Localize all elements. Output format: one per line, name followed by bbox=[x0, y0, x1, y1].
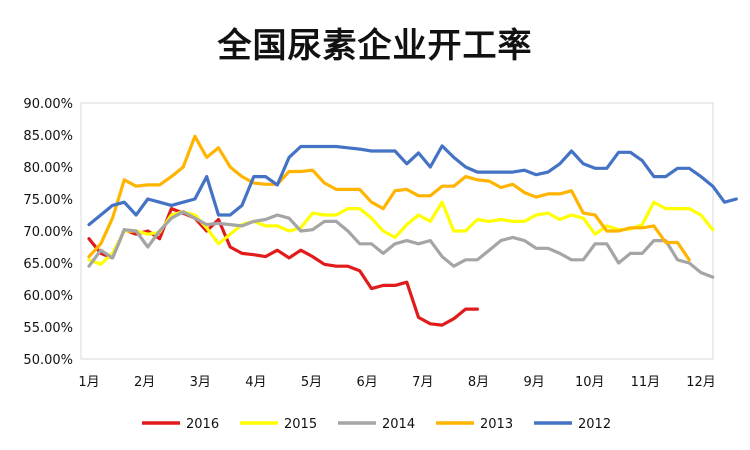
legend-label: 2013 bbox=[480, 417, 513, 432]
x-tick-label: 8月 bbox=[468, 375, 489, 390]
y-tick-label: 90.00% bbox=[23, 97, 73, 112]
x-tick-label: 10月 bbox=[575, 375, 605, 390]
legend-label: 2016 bbox=[186, 417, 219, 432]
x-tick-label: 6月 bbox=[357, 375, 378, 390]
legend-label: 2012 bbox=[578, 417, 611, 432]
y-tick-label: 55.00% bbox=[23, 321, 73, 336]
series-line-2012 bbox=[87, 144, 738, 227]
legend: 2016 2015 2014 2013 2012 bbox=[142, 417, 611, 432]
y-tick-label: 80.00% bbox=[23, 161, 73, 176]
series-lines bbox=[87, 134, 738, 327]
y-tick-label: 70.00% bbox=[23, 225, 73, 240]
x-tick-label: 3月 bbox=[190, 375, 211, 390]
y-tick-label: 60.00% bbox=[23, 289, 73, 304]
chart-title: 全国尿素企业开工率 bbox=[217, 26, 533, 66]
x-tick-label: 11月 bbox=[631, 375, 661, 390]
x-tick-label: 1月 bbox=[78, 375, 99, 390]
series-line-2016 bbox=[87, 207, 479, 327]
series-line-2014 bbox=[87, 210, 715, 279]
y-tick-label: 65.00% bbox=[23, 257, 73, 272]
x-axis: 1月 2月 3月 4月 5月 6月 7月 8月 9月 10月 11月 12月 bbox=[78, 375, 715, 390]
x-tick-label: 2月 bbox=[134, 375, 155, 390]
legend-label: 2015 bbox=[284, 417, 317, 432]
y-tick-label: 85.00% bbox=[23, 129, 73, 144]
x-tick-label: 7月 bbox=[412, 375, 433, 390]
x-tick-label: 12月 bbox=[686, 375, 716, 390]
y-tick-label: 50.00% bbox=[23, 353, 73, 368]
y-tick-label: 75.00% bbox=[23, 193, 73, 208]
x-tick-label: 5月 bbox=[301, 375, 322, 390]
x-tick-label: 9月 bbox=[523, 375, 544, 390]
series-line-2013 bbox=[87, 134, 691, 262]
y-axis: 50.00% 55.00% 60.00% 65.00% 70.00% 75.00% 80.0… bbox=[23, 97, 73, 368]
legend-label: 2014 bbox=[382, 417, 415, 432]
x-tick-label: 4月 bbox=[245, 375, 266, 390]
series-line-2015 bbox=[87, 200, 715, 266]
